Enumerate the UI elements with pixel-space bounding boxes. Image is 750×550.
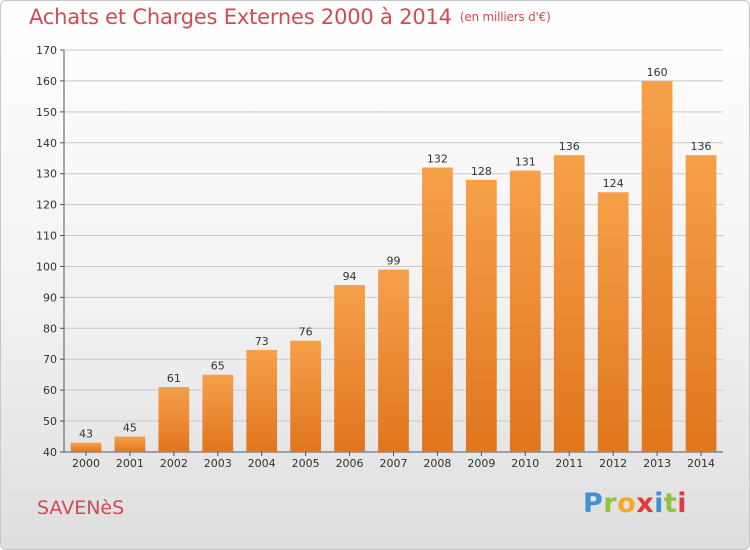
x-tick-label: 2012 bbox=[599, 457, 627, 470]
x-tick-label: 2014 bbox=[687, 457, 715, 470]
logo-letter: x bbox=[636, 488, 655, 519]
y-tick-label: 150 bbox=[36, 106, 57, 119]
data-label: 136 bbox=[559, 140, 580, 153]
x-tick-label: 2003 bbox=[204, 457, 232, 470]
bar-2007 bbox=[378, 269, 409, 452]
data-label: 45 bbox=[123, 422, 137, 435]
bar-2003 bbox=[202, 374, 234, 452]
y-tick-label: 110 bbox=[36, 230, 57, 243]
data-label: 76 bbox=[299, 326, 313, 339]
commune-name: SAVENèS bbox=[37, 497, 125, 519]
bar-2008 bbox=[422, 167, 453, 452]
data-label: 99 bbox=[387, 255, 401, 268]
logo-letter: P bbox=[583, 488, 604, 519]
x-tick-label: 2002 bbox=[160, 457, 188, 470]
y-tick-label: 50 bbox=[43, 415, 57, 428]
logo-letter: r bbox=[603, 488, 618, 519]
x-tick-label: 2006 bbox=[336, 457, 364, 470]
y-tick-label: 60 bbox=[43, 384, 57, 397]
data-label: 61 bbox=[167, 372, 181, 385]
x-tick-label: 2013 bbox=[643, 457, 671, 470]
x-tick-label: 2001 bbox=[116, 457, 144, 470]
data-label: 94 bbox=[343, 270, 357, 283]
bar-2006 bbox=[334, 285, 365, 452]
bar-2004 bbox=[246, 349, 278, 452]
data-label: 65 bbox=[211, 360, 225, 373]
bar-2001 bbox=[114, 436, 146, 452]
y-tick-label: 90 bbox=[43, 291, 57, 304]
data-label: 131 bbox=[515, 156, 536, 169]
bar-2009 bbox=[465, 179, 497, 452]
x-tick-label: 2010 bbox=[511, 457, 539, 470]
x-tick-label: 2004 bbox=[248, 457, 276, 470]
y-tick-label: 170 bbox=[36, 44, 57, 57]
data-label: 124 bbox=[603, 177, 624, 190]
x-tick-label: 2007 bbox=[380, 457, 408, 470]
x-tick-label: 2008 bbox=[423, 457, 451, 470]
data-label: 43 bbox=[79, 428, 93, 441]
bar-2011 bbox=[553, 155, 585, 452]
bar-2000 bbox=[70, 442, 102, 452]
chart-title: Achats et Charges Externes 2000 à 2014 (e… bbox=[29, 5, 551, 29]
data-label: 136 bbox=[691, 140, 712, 153]
bar-2002 bbox=[158, 387, 190, 452]
data-label: 73 bbox=[255, 335, 269, 348]
data-label: 128 bbox=[471, 165, 492, 178]
y-tick-label: 40 bbox=[43, 446, 57, 459]
y-tick-label: 80 bbox=[43, 322, 57, 335]
proxiti-logo: Proxiti bbox=[583, 488, 687, 519]
x-tick-label: 2011 bbox=[555, 457, 583, 470]
logo-letter: i bbox=[654, 488, 664, 519]
y-tick-label: 100 bbox=[36, 260, 57, 273]
logo-letter: t bbox=[663, 488, 678, 519]
y-tick-label: 140 bbox=[36, 137, 57, 150]
chart-unit: (en milliers d'€) bbox=[459, 10, 551, 24]
chart-title-text: Achats et Charges Externes 2000 à 2014 bbox=[29, 5, 452, 29]
bar-2012 bbox=[597, 192, 629, 452]
y-tick-label: 160 bbox=[36, 75, 57, 88]
logo-letter: o bbox=[617, 488, 637, 519]
data-label: 132 bbox=[427, 153, 448, 166]
bar-2013 bbox=[641, 80, 673, 452]
bar-2010 bbox=[509, 170, 541, 452]
logo-letter: i bbox=[677, 488, 688, 519]
data-label: 160 bbox=[647, 66, 668, 79]
x-tick-label: 2000 bbox=[72, 457, 100, 470]
bar-2005 bbox=[290, 340, 322, 452]
y-tick-label: 130 bbox=[36, 168, 57, 181]
y-tick-label: 70 bbox=[43, 353, 57, 366]
bar-2014 bbox=[685, 155, 717, 452]
x-tick-label: 2009 bbox=[467, 457, 495, 470]
y-tick-label: 120 bbox=[36, 199, 57, 212]
x-tick-label: 2005 bbox=[292, 457, 320, 470]
